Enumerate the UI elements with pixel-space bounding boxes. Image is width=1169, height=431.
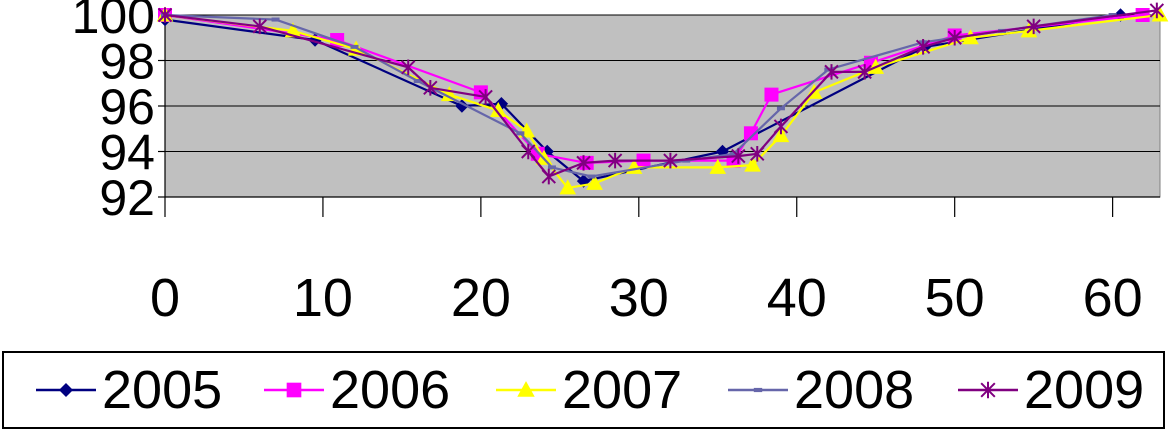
data-point-2009 [607, 152, 623, 169]
data-point-2007 [772, 127, 790, 143]
data-point-2006 [743, 126, 758, 141]
data-point-2008 [729, 151, 738, 156]
legend: 2005 2006 2007 2008 2009 [2, 351, 1165, 429]
legend-label: 2008 [794, 360, 915, 420]
data-point-2008 [516, 131, 525, 136]
x-tick-label: 0 [150, 268, 180, 328]
data-point-2009 [824, 64, 839, 80]
data-point-2007 [744, 156, 761, 172]
data-point-2009 [1149, 2, 1165, 19]
data-point-2008 [413, 78, 422, 83]
data-point-2007 [559, 179, 577, 195]
legend-item-2007: 2007 [494, 353, 682, 427]
x-tick-label: 30 [609, 268, 669, 328]
data-point-2006 [1135, 8, 1150, 22]
legend-marker [980, 381, 996, 399]
data-point-2009 [157, 7, 173, 23]
legend-marker [58, 382, 74, 398]
x-tick-label: 60 [1083, 268, 1143, 328]
gridlines [165, 14, 1160, 152]
x-tick-label: 50 [925, 268, 985, 328]
legend-item-2009: 2009 [956, 353, 1144, 427]
y-tick-label: 98 [99, 34, 155, 90]
data-point-2008 [547, 165, 556, 170]
x-tick-label: 10 [293, 268, 353, 328]
legend-label: 2006 [330, 360, 451, 420]
data-point-2009 [576, 155, 591, 171]
legend-item-2008: 2008 [726, 353, 914, 427]
data-point-2008 [271, 17, 280, 22]
x-tick-label: 20 [451, 268, 511, 328]
x-tick-label: 40 [767, 268, 827, 328]
data-point-2009 [915, 39, 931, 55]
data-point-2008 [587, 174, 596, 179]
data-point-2009 [1026, 18, 1041, 35]
legend-swatch [264, 382, 324, 398]
legend-label: 2009 [1024, 360, 1145, 420]
y-tick-label: 96 [99, 79, 155, 135]
legend-swatch [728, 387, 788, 393]
data-point-2009 [521, 143, 536, 160]
data-point-2009 [423, 80, 438, 96]
data-point-2007 [709, 158, 727, 174]
data-point-2008 [776, 106, 785, 111]
series-2009 [157, 2, 1165, 185]
legend-swatch [496, 381, 556, 397]
data-point-2009 [773, 118, 789, 135]
legend-marker [517, 381, 535, 397]
data-point-2006 [764, 87, 779, 102]
series-line-2007 [164, 13, 1161, 189]
legend-item-2006: 2006 [262, 353, 450, 427]
data-point-2008 [350, 44, 359, 49]
legend-label: 2007 [562, 360, 683, 420]
data-point-2008 [1108, 13, 1117, 17]
legend-marker [753, 387, 763, 393]
legend-swatch [36, 382, 96, 398]
data-point-2009 [947, 29, 962, 46]
series-lines [156, 2, 1169, 195]
y-tick-label: 92 [99, 170, 155, 226]
legend-marker [286, 382, 302, 398]
data-point-2007 [586, 174, 603, 190]
legend-swatch [958, 381, 1018, 399]
legend-label: 2005 [102, 360, 223, 420]
data-point-2009 [663, 152, 678, 169]
y-tick-label: 94 [99, 125, 155, 181]
data-point-2007 [440, 86, 458, 102]
axes [158, 14, 1160, 217]
data-point-2009 [731, 148, 746, 164]
data-point-2009 [401, 59, 416, 76]
data-point-2009 [750, 145, 765, 162]
series-line-2008 [164, 13, 1113, 178]
data-point-2009 [252, 18, 267, 35]
data-point-2009 [857, 64, 872, 80]
legend-item-2005: 2005 [34, 353, 222, 427]
y-tick-label: 100 [72, 0, 155, 44]
data-point-2009 [541, 168, 556, 185]
data-point-2009 [478, 89, 493, 105]
